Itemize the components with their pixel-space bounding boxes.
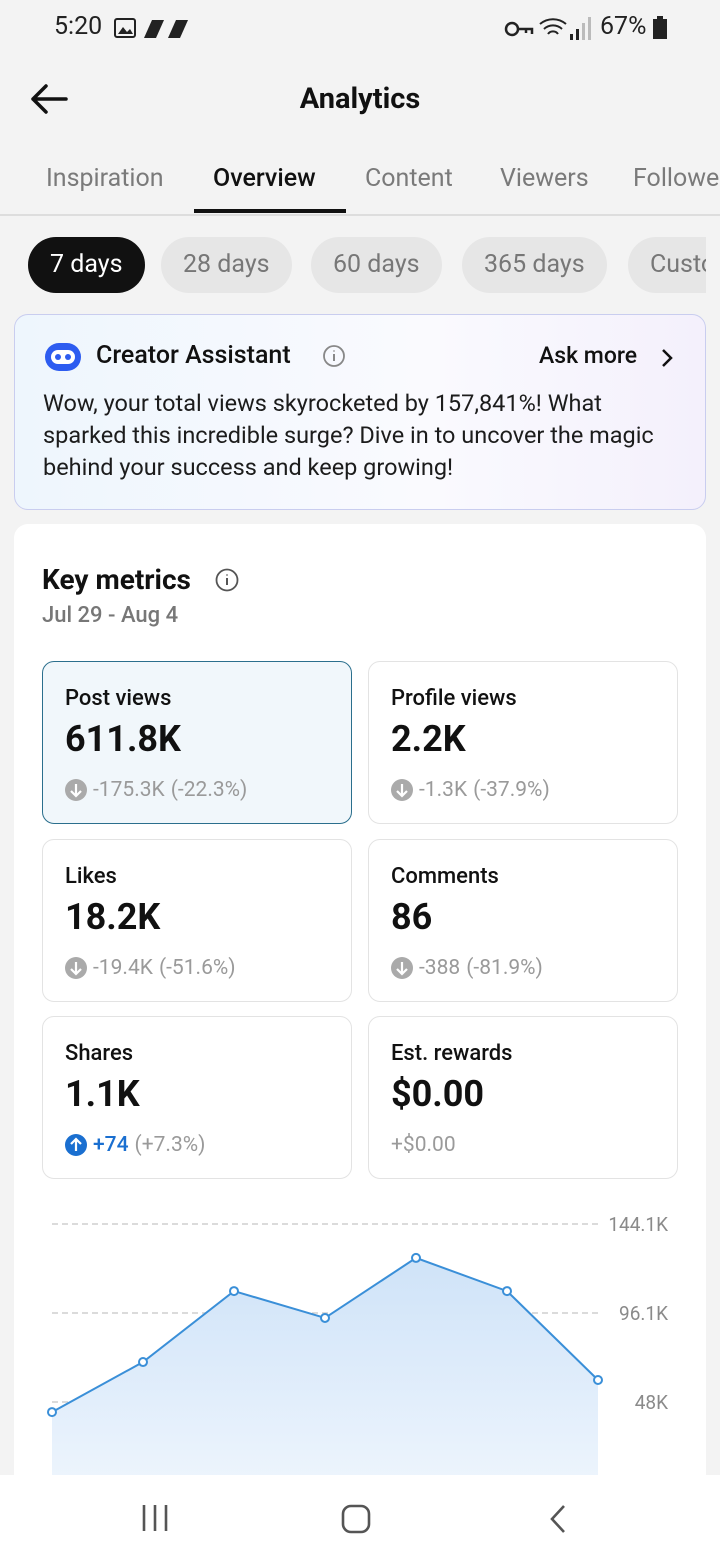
change-value: -388 xyxy=(419,956,461,980)
metric-label: Profile views xyxy=(391,686,517,711)
change-value: -175.3K xyxy=(93,778,165,802)
data-point xyxy=(138,1357,148,1368)
trend-icon xyxy=(391,779,413,801)
period-selector: 7 days 28 days 60 days 365 days Custom xyxy=(0,0,706,300)
tab[interactable]: Viewers xyxy=(500,164,589,193)
metric-card[interactable]: Shares 1.1K +74 (+7.3%) xyxy=(42,1016,352,1179)
metric-value: $0.00 xyxy=(391,1073,485,1115)
tab[interactable]: Followers xyxy=(633,164,720,193)
metric-label: Shares xyxy=(65,1041,134,1066)
data-point xyxy=(411,1252,421,1263)
date-range: Jul 29 - Aug 4 xyxy=(42,603,179,628)
tab[interactable]: Content xyxy=(365,164,453,193)
period-chip[interactable]: 60 days xyxy=(311,237,442,293)
trend-icon xyxy=(65,779,87,801)
tab-bar: Inspiration Overview Content Viewers Fol… xyxy=(0,0,720,216)
section-title: Key metrics xyxy=(42,563,191,596)
change-percent: (-22.3%) xyxy=(170,778,248,802)
metric-card[interactable]: Comments 86 -388 (-81.9%) xyxy=(368,839,678,1002)
assistant-message: Wow, your total views skyrocketed by 157… xyxy=(43,389,654,481)
change-value: -19.4K xyxy=(93,956,153,980)
ask-more-link[interactable]: Ask more xyxy=(539,342,638,369)
data-point xyxy=(229,1286,239,1297)
status-icons xyxy=(114,18,188,38)
tab-active[interactable]: Overview xyxy=(213,164,316,193)
status-icons-right xyxy=(504,17,591,40)
back-nav-button[interactable] xyxy=(546,1503,570,1535)
metric-label: Post views xyxy=(65,686,172,711)
metric-label: Comments xyxy=(391,864,499,889)
metric-change: -1.3K (-37.9%) xyxy=(391,778,550,802)
home-button[interactable] xyxy=(340,1503,372,1535)
status-time: 5:20 xyxy=(54,12,103,41)
area-fill xyxy=(52,1257,598,1475)
trend-icon xyxy=(391,957,413,979)
period-chip[interactable]: 28 days xyxy=(161,237,292,293)
assistant-title: Creator Assistant xyxy=(96,341,291,370)
change-percent: (+7.3%) xyxy=(134,1133,206,1157)
info-icon[interactable] xyxy=(322,344,346,368)
metric-change: +74 (+7.3%) xyxy=(65,1133,205,1157)
trend-arrow xyxy=(70,784,82,798)
change-percent: (-51.6%) xyxy=(158,956,236,980)
page-title: Analytics xyxy=(299,82,421,116)
data-point xyxy=(502,1286,512,1297)
metric-card[interactable]: Est. rewards $0.00 +$0.00 xyxy=(368,1016,678,1179)
metric-value: 1.1K xyxy=(65,1073,140,1115)
recents-button[interactable] xyxy=(140,1503,172,1533)
metric-change: -19.4K (-51.6%) xyxy=(65,956,236,980)
metric-label: Est. rewards xyxy=(391,1041,513,1066)
period-chip[interactable]: 365 days xyxy=(462,237,607,293)
tab-indicator xyxy=(194,209,346,213)
info-icon[interactable] xyxy=(214,567,240,593)
back-button[interactable] xyxy=(28,82,70,116)
divider xyxy=(0,214,720,216)
tab[interactable]: Inspiration xyxy=(46,164,164,193)
trend-arrow xyxy=(70,1137,82,1151)
trend-icon xyxy=(65,957,87,979)
period-chip-active[interactable]: 7 days xyxy=(28,237,145,293)
trend-arrow xyxy=(396,784,408,798)
change-value: +$0.00 xyxy=(391,1133,456,1157)
data-point xyxy=(320,1312,330,1323)
data-point xyxy=(593,1375,603,1386)
chevron xyxy=(662,349,673,367)
y-tick-label: 96.1K xyxy=(619,1302,668,1325)
trend-arrow xyxy=(396,962,408,976)
assistant-card[interactable]: Creator Assistant Ask more Wow, your tot… xyxy=(14,314,706,510)
battery-icon xyxy=(653,16,667,39)
data-point xyxy=(47,1407,57,1418)
change-value: -1.3K xyxy=(419,778,468,802)
battery-level: 67% xyxy=(600,12,647,41)
trend-icon xyxy=(65,1134,87,1156)
metric-value: 86 xyxy=(391,896,433,938)
change-percent: (-81.9%) xyxy=(466,956,543,980)
trend-arrow xyxy=(70,962,82,976)
metric-value: 611.8K xyxy=(65,718,181,760)
assistant-icon xyxy=(45,343,81,371)
metric-label: Likes xyxy=(65,864,117,889)
metric-card[interactable]: Profile views 2.2K -1.3K (-37.9%) xyxy=(368,661,678,824)
metric-change: -175.3K (-22.3%) xyxy=(65,778,247,802)
change-value: +74 xyxy=(93,1133,129,1157)
metric-change: +$0.00 xyxy=(391,1133,456,1157)
change-percent: (-37.9%) xyxy=(473,778,550,802)
period-chip[interactable]: Custom xyxy=(628,237,706,293)
metric-card[interactable]: Likes 18.2K -19.4K (-51.6%) xyxy=(42,839,352,1002)
y-tick-label: 48K xyxy=(635,1391,668,1414)
metric-value: 2.2K xyxy=(391,718,466,760)
views-chart: 48K 96.1K 144.1K xyxy=(47,1213,668,1475)
metric-card[interactable]: Post views 611.8K -175.3K (-22.3%) xyxy=(42,661,352,824)
metric-change: -388 (-81.9%) xyxy=(391,956,543,980)
y-tick-label: 144.1K xyxy=(608,1213,668,1236)
metric-value: 18.2K xyxy=(65,896,161,938)
navigation-bar xyxy=(0,1475,720,1560)
